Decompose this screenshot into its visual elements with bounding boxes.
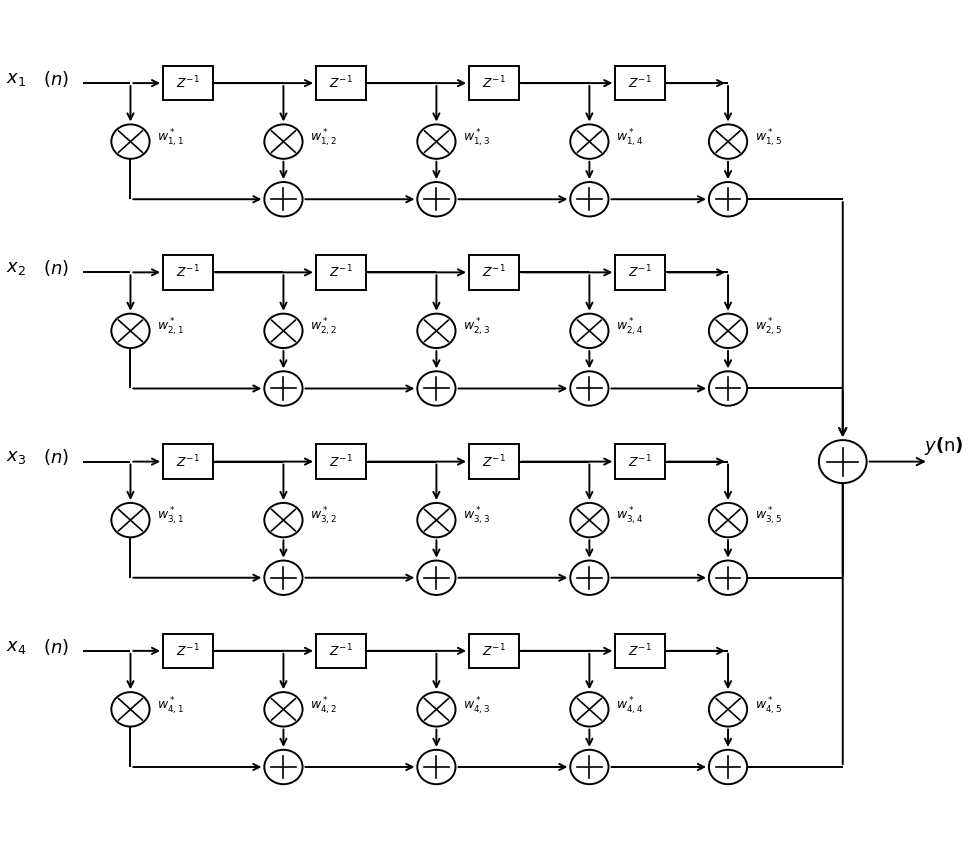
Text: $w_{1,3}^*$: $w_{1,3}^*$ <box>464 128 490 148</box>
FancyBboxPatch shape <box>615 444 665 479</box>
FancyBboxPatch shape <box>163 255 213 290</box>
Text: $w_{3,2}^*$: $w_{3,2}^*$ <box>310 506 337 527</box>
Text: $(n)$: $(n)$ <box>43 69 68 89</box>
Circle shape <box>709 503 747 538</box>
Circle shape <box>264 313 302 348</box>
Circle shape <box>571 371 608 406</box>
Circle shape <box>417 371 456 406</box>
Text: $(n)$: $(n)$ <box>43 447 68 467</box>
Text: $w_{3,1}^*$: $w_{3,1}^*$ <box>157 506 185 527</box>
Circle shape <box>417 313 456 348</box>
FancyBboxPatch shape <box>163 444 213 479</box>
Text: $(n)$: $(n)$ <box>43 637 68 657</box>
FancyBboxPatch shape <box>469 66 519 100</box>
FancyBboxPatch shape <box>316 66 365 100</box>
Text: $x_3$: $x_3$ <box>6 448 26 466</box>
Text: $w_{2,1}^*$: $w_{2,1}^*$ <box>157 317 185 338</box>
Text: $Z^{-1}$: $Z^{-1}$ <box>329 643 353 659</box>
Circle shape <box>818 440 867 483</box>
Text: $y\mathbf{(}\mathrm{n}\mathbf{)}$: $y\mathbf{(}\mathrm{n}\mathbf{)}$ <box>924 435 963 457</box>
FancyBboxPatch shape <box>163 66 213 100</box>
Circle shape <box>264 182 302 217</box>
Text: $(n)$: $(n)$ <box>43 258 68 278</box>
Text: $Z^{-1}$: $Z^{-1}$ <box>628 75 652 91</box>
Text: $x_1$: $x_1$ <box>6 70 26 88</box>
Text: $w_{4,1}^*$: $w_{4,1}^*$ <box>157 696 185 716</box>
Circle shape <box>571 750 608 784</box>
Text: $Z^{-1}$: $Z^{-1}$ <box>628 453 652 470</box>
Circle shape <box>571 124 608 159</box>
Circle shape <box>709 313 747 348</box>
Circle shape <box>112 313 150 348</box>
Text: $w_{4,4}^*$: $w_{4,4}^*$ <box>616 696 643 716</box>
Text: $w_{2,5}^*$: $w_{2,5}^*$ <box>755 317 781 338</box>
Text: $w_{1,5}^*$: $w_{1,5}^*$ <box>755 128 781 148</box>
Circle shape <box>417 561 456 595</box>
FancyBboxPatch shape <box>316 255 365 290</box>
Text: $x_2$: $x_2$ <box>6 259 26 277</box>
Text: $Z^{-1}$: $Z^{-1}$ <box>482 643 505 659</box>
Text: $w_{2,3}^*$: $w_{2,3}^*$ <box>464 317 490 338</box>
Circle shape <box>417 182 456 217</box>
Text: $w_{2,2}^*$: $w_{2,2}^*$ <box>310 317 337 338</box>
Text: $Z^{-1}$: $Z^{-1}$ <box>482 75 505 91</box>
Circle shape <box>112 692 150 727</box>
Text: $Z^{-1}$: $Z^{-1}$ <box>482 453 505 470</box>
Circle shape <box>264 750 302 784</box>
FancyBboxPatch shape <box>469 444 519 479</box>
FancyBboxPatch shape <box>615 633 665 668</box>
Circle shape <box>264 561 302 595</box>
Text: $w_{4,5}^*$: $w_{4,5}^*$ <box>755 696 781 716</box>
Text: $w_{4,3}^*$: $w_{4,3}^*$ <box>464 696 490 716</box>
Text: $Z^{-1}$: $Z^{-1}$ <box>176 75 199 91</box>
Text: $w_{1,2}^*$: $w_{1,2}^*$ <box>310 128 337 148</box>
FancyBboxPatch shape <box>615 66 665 100</box>
Circle shape <box>709 124 747 159</box>
Text: $w_{1,4}^*$: $w_{1,4}^*$ <box>616 128 643 148</box>
Text: $w_{1,1}^*$: $w_{1,1}^*$ <box>157 128 185 148</box>
Text: $w_{3,4}^*$: $w_{3,4}^*$ <box>616 506 643 527</box>
Circle shape <box>264 692 302 727</box>
Text: $Z^{-1}$: $Z^{-1}$ <box>176 643 199 659</box>
Circle shape <box>112 503 150 538</box>
Text: $Z^{-1}$: $Z^{-1}$ <box>176 453 199 470</box>
Circle shape <box>417 124 456 159</box>
Circle shape <box>709 561 747 595</box>
Circle shape <box>417 692 456 727</box>
Text: $w_{3,3}^*$: $w_{3,3}^*$ <box>464 506 490 527</box>
Circle shape <box>571 182 608 217</box>
Text: $w_{2,4}^*$: $w_{2,4}^*$ <box>616 317 643 338</box>
Circle shape <box>417 750 456 784</box>
Text: $Z^{-1}$: $Z^{-1}$ <box>329 453 353 470</box>
Circle shape <box>264 124 302 159</box>
Text: $Z^{-1}$: $Z^{-1}$ <box>482 264 505 280</box>
Circle shape <box>709 692 747 727</box>
Text: $w_{3,5}^*$: $w_{3,5}^*$ <box>755 506 781 527</box>
Text: $Z^{-1}$: $Z^{-1}$ <box>628 264 652 280</box>
Circle shape <box>571 313 608 348</box>
Circle shape <box>264 503 302 538</box>
Text: $Z^{-1}$: $Z^{-1}$ <box>329 264 353 280</box>
Circle shape <box>571 561 608 595</box>
FancyBboxPatch shape <box>316 633 365 668</box>
FancyBboxPatch shape <box>316 444 365 479</box>
FancyBboxPatch shape <box>615 255 665 290</box>
Text: $Z^{-1}$: $Z^{-1}$ <box>176 264 199 280</box>
FancyBboxPatch shape <box>469 633 519 668</box>
Text: $Z^{-1}$: $Z^{-1}$ <box>329 75 353 91</box>
Circle shape <box>709 371 747 406</box>
Text: $x_4$: $x_4$ <box>6 638 26 656</box>
FancyBboxPatch shape <box>163 633 213 668</box>
Text: $Z^{-1}$: $Z^{-1}$ <box>628 643 652 659</box>
Circle shape <box>264 371 302 406</box>
FancyBboxPatch shape <box>469 255 519 290</box>
Circle shape <box>112 124 150 159</box>
Circle shape <box>571 503 608 538</box>
Text: $w_{4,2}^*$: $w_{4,2}^*$ <box>310 696 337 716</box>
Circle shape <box>571 692 608 727</box>
Circle shape <box>709 750 747 784</box>
Circle shape <box>709 182 747 217</box>
Circle shape <box>417 503 456 538</box>
